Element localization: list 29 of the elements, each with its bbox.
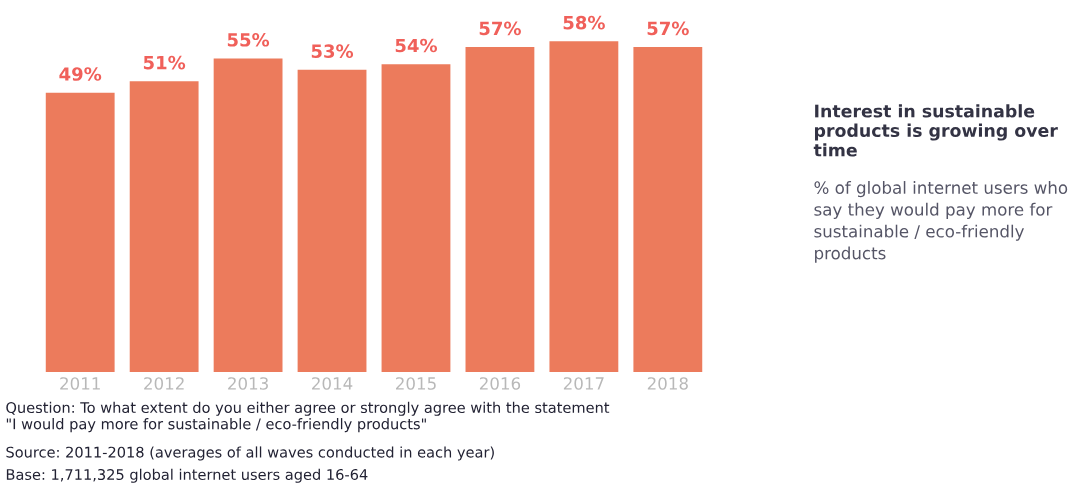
x-tick-label: 2011 bbox=[60, 377, 100, 390]
data-label: 58% bbox=[563, 15, 605, 30]
data-label: 57% bbox=[479, 21, 521, 36]
bar bbox=[297, 69, 367, 372]
x-tick-label: 2015 bbox=[396, 377, 436, 390]
text: Question: To what extent do you either agree or strongly agree with the statement "I would pay more for sustainable / eco-friendly products" bbox=[6, 401, 610, 433]
text: % of global internet users who say they would pay more for sustainable / eco-friendly products bbox=[814, 181, 1068, 263]
bar bbox=[633, 47, 703, 372]
bar bbox=[129, 81, 199, 372]
data-label: 57% bbox=[647, 21, 689, 36]
data-label: 54% bbox=[395, 38, 438, 53]
x-tick-label: 2012 bbox=[144, 377, 184, 390]
data-label: 55% bbox=[227, 32, 270, 47]
bar bbox=[213, 58, 283, 372]
x-tick-label: 2016 bbox=[479, 377, 521, 390]
x-tick-label: 2014 bbox=[312, 377, 353, 390]
bar bbox=[549, 41, 619, 372]
x-tick-label: 2013 bbox=[228, 377, 268, 390]
x-tick-label: 2017 bbox=[563, 377, 604, 390]
text: Base: 1,711,325 global internet users aged 16-64 bbox=[6, 468, 368, 483]
text: Interest in sustainable products is growing over time bbox=[813, 104, 1058, 157]
bar bbox=[381, 64, 451, 372]
x-tick-label: 2018 bbox=[647, 377, 688, 390]
bar bbox=[465, 47, 535, 372]
data-label: 51% bbox=[143, 55, 186, 70]
source-note: Source: 2011-2018 (averages of all waves conducted in each year) bbox=[6, 446, 494, 461]
bar bbox=[45, 92, 115, 372]
data-label: 49% bbox=[59, 67, 102, 81]
data-label: 53% bbox=[311, 44, 354, 59]
